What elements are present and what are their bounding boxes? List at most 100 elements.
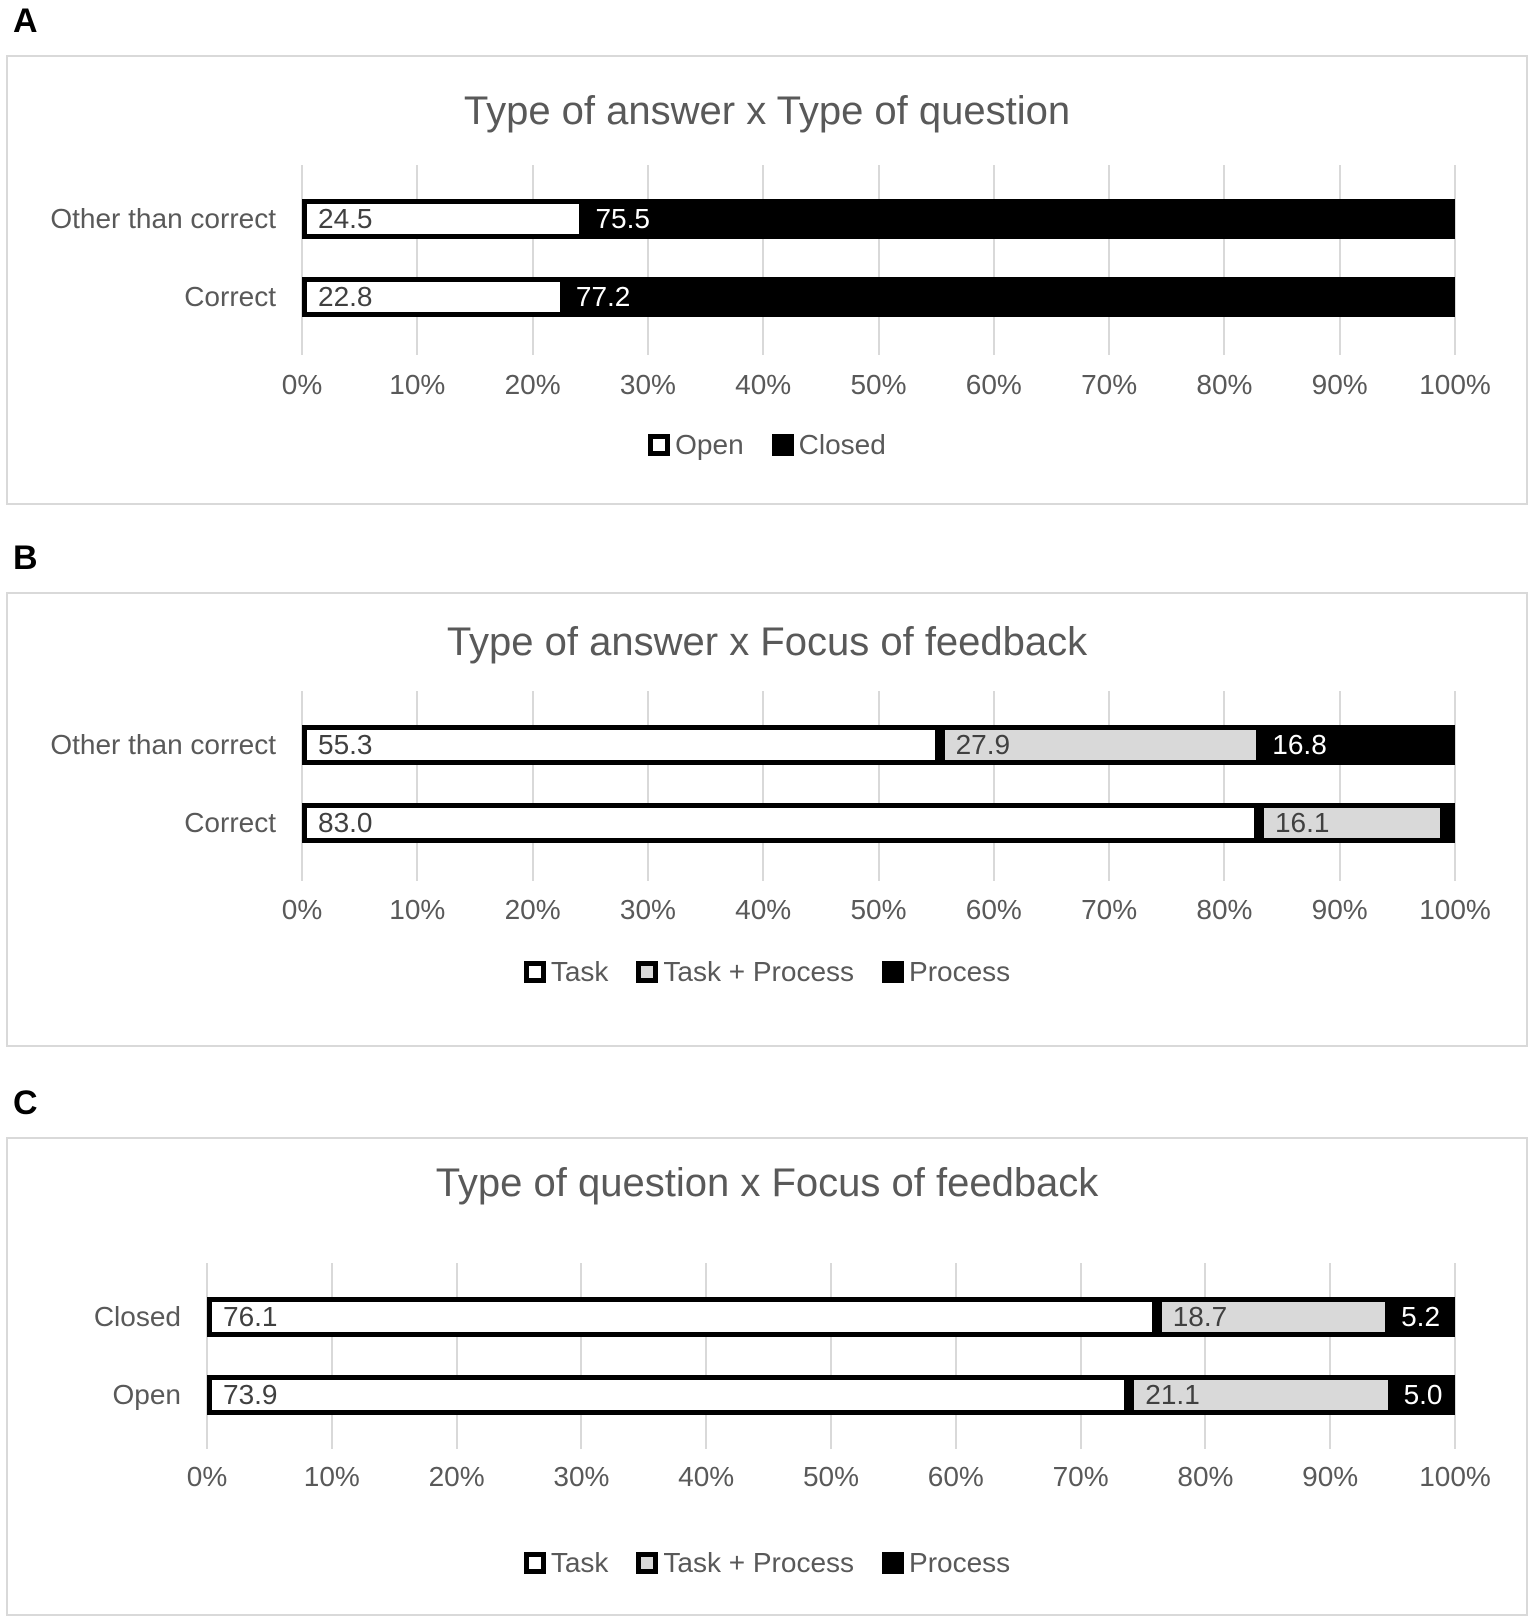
gridline [1454, 1263, 1456, 1439]
axis-tick [762, 871, 765, 881]
closed-swatch-icon [771, 434, 794, 456]
axis-tick [1204, 1439, 1207, 1449]
axis-tick [1329, 1439, 1332, 1449]
x-axis-tick-label: 50% [850, 369, 907, 400]
x-axis-tick-label: 0% [281, 369, 323, 400]
process-swatch-icon [882, 1552, 905, 1574]
x-axis: 0% 10% 20% 30% 40% 50% 60% 70% 80% 90% 100% [282, 894, 1491, 928]
stacked-bar: 73.9 21.1 5.0 [207, 1375, 1455, 1415]
x-axis-tick-label: 20% [504, 894, 561, 925]
stacked-bar: 76.1 18.7 5.2 [207, 1297, 1455, 1337]
axis-tick [1108, 345, 1111, 355]
x-axis-tick-label: 100% [1419, 894, 1491, 925]
plot-area: Other than correct 55.3 27.9 16.8 Correct 83.… [50, 691, 1456, 881]
gridline [416, 165, 419, 345]
axis-tick [992, 345, 995, 355]
axis-tick [1338, 345, 1341, 355]
gridline [1108, 691, 1111, 871]
x-axis-tick-label: 10% [389, 894, 446, 925]
data-label: 27.9 [955, 729, 1011, 760]
x-axis-tick-label: 60% [927, 1461, 984, 1492]
legend-label: Task [550, 1547, 609, 1578]
x-axis-tick-label: 50% [802, 1461, 860, 1492]
bar-segment-open: 24.5 [302, 199, 585, 239]
x-axis-tick-label: 10% [303, 1461, 360, 1492]
gridline [1454, 165, 1456, 345]
axis-tick [531, 871, 534, 881]
axis-tick [992, 871, 995, 881]
axis-tick [646, 871, 649, 881]
x-axis-tick-label: 20% [504, 369, 561, 400]
gridline [531, 165, 534, 345]
gridline [646, 165, 649, 345]
axis-tick [1338, 871, 1341, 881]
panel-label-c: C [13, 1084, 38, 1122]
legend-label: Task + Process [663, 956, 855, 987]
axis-tick [301, 345, 303, 355]
task-swatch-icon [523, 1552, 546, 1574]
gridline [1338, 691, 1341, 871]
legend-label: Closed [798, 429, 886, 460]
gridline [1204, 1263, 1207, 1439]
data-label: 5.0 [1403, 1379, 1443, 1410]
bar-row: Open 73.9 21.1 5.0 [113, 1375, 1455, 1415]
stacked-bar: 22.8 77.2 [302, 277, 1455, 317]
axis-tick [206, 1439, 208, 1449]
axis-tick [877, 345, 880, 355]
gridline [762, 691, 765, 871]
gridline [1079, 1263, 1082, 1439]
axis-tick [646, 345, 649, 355]
x-axis-tick-label: 10% [389, 369, 446, 400]
axis-tick [416, 871, 419, 881]
bar-segment-task: 73.9 [207, 1375, 1130, 1415]
axis-tick [1079, 1439, 1082, 1449]
x-axis-tick-label: 100% [1419, 369, 1491, 400]
legend-label: Open [675, 429, 744, 460]
task-process-swatch-icon [636, 1552, 659, 1574]
x-axis-tick-label: 40% [735, 894, 792, 925]
gridline [301, 691, 303, 871]
bar-segment-process [1444, 803, 1455, 843]
axis-tick [1223, 345, 1226, 355]
bar-segment-task: 83.0 [302, 803, 1259, 843]
chart-panel-b: Type of answer x Focus of feedback Other… [6, 592, 1528, 1047]
x-axis-tick-label: 70% [1081, 369, 1138, 400]
x-axis-tick-label: 30% [619, 894, 676, 925]
x-axis-tick-label: 100% [1419, 1461, 1491, 1492]
x-axis-tick-label: 70% [1081, 894, 1138, 925]
bar-segment-task: 55.3 [302, 725, 940, 765]
stacked-bar: 24.5 75.5 [302, 199, 1455, 239]
x-axis-tick-label: 80% [1196, 369, 1253, 400]
x-axis-tick-label: 60% [965, 894, 1022, 925]
bar-row: Closed 76.1 18.7 5.2 [94, 1297, 1455, 1337]
x-axis-tick-label: 80% [1177, 1461, 1234, 1492]
panel-label-b: B [13, 539, 38, 577]
axis-tick [416, 345, 419, 355]
x-axis-tick-label: 40% [735, 369, 792, 400]
axis-tick [1108, 871, 1111, 881]
gridline [877, 691, 880, 871]
gridline [1338, 165, 1341, 345]
bar-segment-process: 16.8 [1261, 725, 1455, 765]
data-label: 75.5 [595, 203, 650, 234]
bar-segment-task-process: 18.7 [1156, 1297, 1391, 1337]
data-label: 16.1 [1274, 807, 1330, 838]
legend-label: Task [550, 956, 609, 987]
axis-tick [830, 1439, 832, 1449]
axis-tick [1454, 871, 1456, 881]
x-axis-tick-label: 50% [850, 894, 907, 925]
data-label: 83.0 [318, 807, 373, 838]
bar-segment-process: 5.2 [1390, 1297, 1455, 1337]
gridline [580, 1263, 583, 1439]
bar-segment-task-process: 21.1 [1129, 1375, 1393, 1415]
category-label: Correct [184, 281, 276, 312]
gridline [992, 691, 995, 871]
legend-item-process: Process [882, 956, 1010, 988]
chart-title: Type of question x Focus of feedback [435, 1161, 1099, 1205]
axis-tick [580, 1439, 583, 1449]
axis-tick [330, 1439, 333, 1449]
axis-tick [705, 1439, 708, 1449]
chart-title: Type of answer x Type of question [463, 89, 1071, 133]
legend-item-task-process: Task + Process [636, 956, 854, 988]
plot-area: Other than correct 24.5 75.5 Correct 22.8 77.… [50, 165, 1456, 355]
